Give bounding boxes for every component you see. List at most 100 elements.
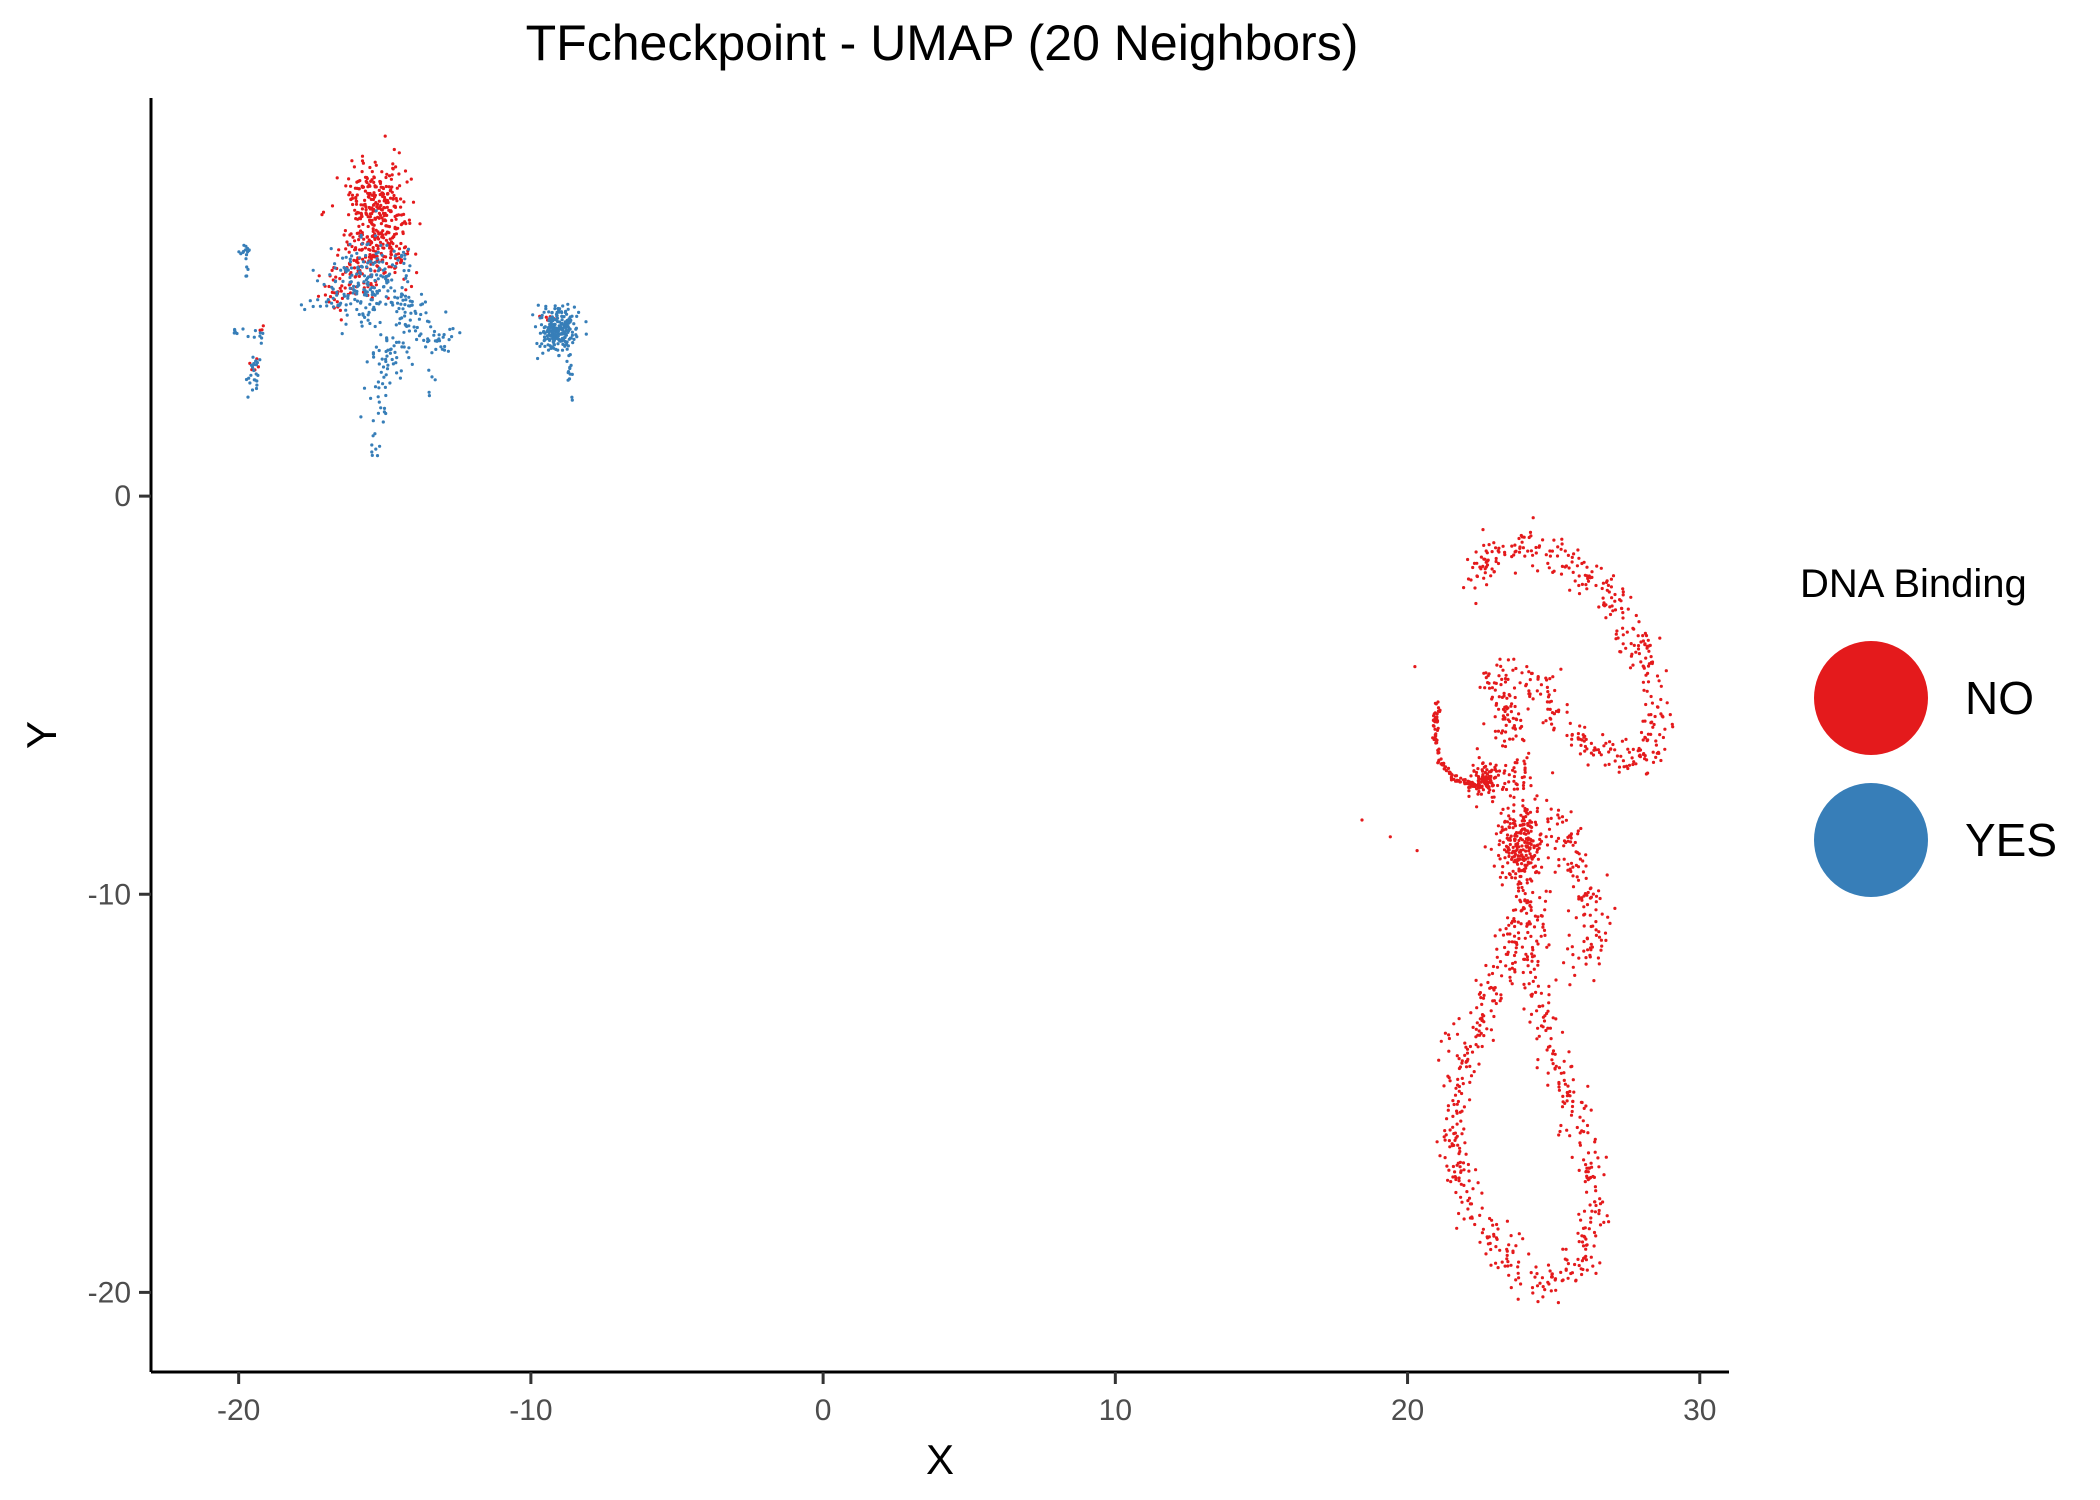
scatter-point-no — [385, 205, 389, 209]
scatter-point-no — [1604, 741, 1608, 745]
scatter-point-no — [1547, 566, 1551, 570]
scatter-point-no — [1468, 1080, 1472, 1084]
scatter-point-yes — [396, 301, 400, 305]
scatter-point-no — [1583, 1180, 1587, 1184]
scatter-point-no — [1615, 629, 1619, 633]
scatter-point-no — [1611, 742, 1615, 747]
scatter-point-yes — [371, 307, 375, 312]
scatter-point-yes — [563, 322, 567, 327]
scatter-point-no — [1491, 1038, 1495, 1042]
scatter-point-no — [418, 222, 422, 226]
scatter-point-no — [1502, 739, 1507, 743]
scatter-point-yes — [545, 334, 549, 338]
scatter-point-no — [1550, 722, 1554, 726]
scatter-point-no — [347, 193, 351, 197]
scatter-point-no — [1569, 861, 1574, 865]
scatter-point-no — [1476, 792, 1480, 796]
scatter-point-no — [356, 179, 360, 183]
scatter-point-yes — [577, 310, 581, 314]
scatter-point-yes — [540, 342, 544, 346]
scatter-point-yes — [244, 377, 249, 382]
scatter-point-no — [1457, 1176, 1461, 1180]
scatter-point-no — [1458, 1165, 1462, 1169]
scatter-point-no — [1438, 709, 1442, 714]
scatter-point-no — [1574, 916, 1578, 920]
scatter-point-no — [1641, 634, 1645, 638]
scatter-point-no — [1511, 826, 1515, 830]
scatter-point-yes — [553, 304, 557, 308]
scatter-point-no — [1458, 780, 1462, 784]
scatter-point-yes — [355, 251, 359, 255]
scatter-point-no — [1601, 596, 1605, 600]
scatter-point-no — [1553, 870, 1557, 874]
scatter-point-no — [368, 165, 372, 170]
scatter-point-no — [1493, 775, 1497, 780]
scatter-point-yes — [351, 291, 355, 295]
scatter-point-yes — [360, 324, 364, 328]
scatter-point-yes — [244, 253, 249, 257]
scatter-point-no — [1609, 585, 1613, 589]
scatter-point-no — [403, 220, 407, 224]
scatter-point-yes — [547, 330, 551, 334]
scatter-point-no — [1562, 839, 1567, 843]
scatter-point-no — [1575, 564, 1579, 568]
scatter-point-no — [338, 308, 342, 312]
scatter-point-no — [1627, 750, 1631, 754]
scatter-point-no — [1629, 642, 1633, 646]
scatter-point-no — [1507, 851, 1511, 855]
scatter-point-no — [350, 159, 354, 163]
scatter-point-no — [397, 247, 402, 251]
scatter-point-yes — [415, 337, 419, 342]
scatter-point-no — [1617, 770, 1621, 774]
scatter-point-no — [1544, 676, 1548, 680]
scatter-point-yes — [388, 381, 392, 385]
x-axis-ticks: -20 -10 0 10 20 30 — [217, 1372, 1716, 1427]
scatter-point-no — [387, 225, 392, 229]
scatter-point-no — [1519, 836, 1523, 840]
scatter-point-no — [391, 167, 395, 171]
scatter-point-no — [1490, 550, 1494, 554]
scatter-point-no — [1484, 963, 1488, 968]
scatter-point-no — [380, 191, 384, 195]
scatter-point-no — [351, 235, 355, 239]
scatter-point-no — [363, 189, 367, 193]
scatter-point-no — [1585, 574, 1589, 578]
scatter-point-no — [1526, 930, 1530, 935]
scatter-point-yes — [391, 336, 395, 340]
scatter-point-yes — [375, 454, 380, 458]
scatter-point-no — [377, 211, 381, 215]
scatter-point-no — [1494, 556, 1498, 561]
scatter-point-no — [1590, 570, 1594, 574]
scatter-point-yes — [374, 447, 378, 451]
scatter-point-no — [1656, 750, 1660, 755]
scatter-point-no — [1536, 942, 1540, 946]
scatter-point-no — [1565, 733, 1569, 738]
scatter-point-no — [1482, 781, 1487, 785]
scatter-point-no — [1572, 552, 1576, 556]
scatter-point-yes — [439, 345, 443, 349]
scatter-point-no — [356, 261, 360, 265]
scatter-point-no — [1500, 677, 1504, 682]
scatter-point-no — [1643, 719, 1647, 723]
scatter-point-no — [388, 256, 393, 260]
scatter-point-no — [371, 227, 375, 231]
scatter-point-no — [351, 202, 355, 207]
scatter-point-no — [353, 275, 357, 279]
scatter-point-yes — [246, 267, 250, 271]
scatter-point-no — [1513, 761, 1517, 765]
scatter-point-no — [364, 205, 368, 209]
scatter-point-yes — [377, 386, 381, 390]
scatter-point-no — [411, 200, 416, 204]
scatter-point-no — [379, 208, 384, 212]
scatter-point-no — [1605, 588, 1609, 592]
scatter-point-no — [1453, 1138, 1457, 1142]
scatter-point-no — [1538, 896, 1542, 900]
scatter-point-no — [1495, 1222, 1499, 1227]
scatter-point-no — [1605, 1214, 1609, 1218]
scatter-point-no — [1614, 632, 1618, 636]
scatter-point-no — [1556, 836, 1561, 841]
scatter-point-no — [1515, 787, 1520, 791]
scatter-point-no — [1644, 673, 1648, 677]
scatter-point-no — [369, 239, 373, 244]
scatter-point-no — [1543, 908, 1547, 912]
